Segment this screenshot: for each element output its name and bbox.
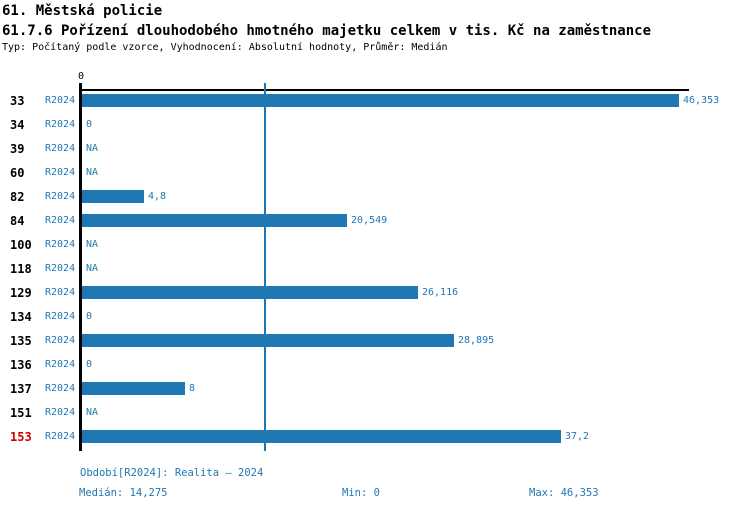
bar <box>82 190 144 203</box>
row-id-label: 135 <box>10 334 32 348</box>
bar-value-label: 0 <box>86 119 93 130</box>
row-period-label: R2024 <box>45 359 76 370</box>
bar-value-label: 4,8 <box>148 191 167 202</box>
bar-value-label: 46,353 <box>683 95 720 106</box>
row-period-label: R2024 <box>45 383 76 394</box>
row-id-label: 153 <box>10 430 32 444</box>
bar-value-label: NA <box>86 239 99 250</box>
y-axis-line <box>79 83 82 451</box>
row-id-label: 60 <box>10 166 25 180</box>
row-period-label: R2024 <box>45 191 76 202</box>
row-period-label: R2024 <box>45 215 76 226</box>
row-id-label: 134 <box>10 310 32 324</box>
row-period-label: R2024 <box>45 239 76 250</box>
row-id-label: 129 <box>10 286 32 300</box>
bar-value-label: NA <box>86 143 99 154</box>
row-period-label: R2024 <box>45 119 76 130</box>
row-period-label: R2024 <box>45 431 76 442</box>
row-period-label: R2024 <box>45 311 76 322</box>
row-period-label: R2024 <box>45 407 76 418</box>
bar <box>82 286 418 299</box>
row-period-label: R2024 <box>45 167 76 178</box>
report-meta-line: Typ: Počítaný podle vzorce, Vyhodnocení:… <box>2 42 448 53</box>
bar-value-label: NA <box>86 407 99 418</box>
row-id-label: 39 <box>10 142 25 156</box>
bar-value-label: 8 <box>189 383 196 394</box>
report-subtitle: 61.7.6 Pořízení dlouhodobého hmotného ma… <box>2 23 652 39</box>
row-period-label: R2024 <box>45 287 76 298</box>
bar <box>82 430 561 443</box>
bar-value-label: NA <box>86 167 99 178</box>
row-period-label: R2024 <box>45 335 76 346</box>
bar <box>82 94 679 107</box>
bar <box>82 214 347 227</box>
row-id-label: 118 <box>10 262 32 276</box>
row-id-label: 33 <box>10 94 25 108</box>
row-id-label: 151 <box>10 406 32 420</box>
row-id-label: 34 <box>10 118 25 132</box>
row-period-label: R2024 <box>45 143 76 154</box>
row-id-label: 82 <box>10 190 25 204</box>
row-id-label: 137 <box>10 382 32 396</box>
footer-period-note: Období[R2024]: Realita – 2024 <box>80 467 264 479</box>
bar <box>82 382 185 395</box>
row-period-label: R2024 <box>45 95 76 106</box>
row-id-label: 100 <box>10 238 32 252</box>
row-id-label: 84 <box>10 214 25 228</box>
bar-value-label: 20,549 <box>351 215 388 226</box>
bar-value-label: NA <box>86 263 99 274</box>
footer-min-stat: Min: 0 <box>342 487 380 499</box>
x-axis-tick-label: 0 <box>77 71 85 82</box>
footer-median-stat: Medián: 14,275 <box>79 487 168 499</box>
bar <box>82 334 454 347</box>
bar-value-label: 26,116 <box>422 287 459 298</box>
footer-max-stat: Max: 46,353 <box>529 487 599 499</box>
x-axis-line <box>81 89 689 91</box>
bar-value-label: 0 <box>86 359 93 370</box>
report-title: 61. Městská policie <box>2 3 163 19</box>
row-id-label: 136 <box>10 358 32 372</box>
bar-value-label: 28,895 <box>458 335 495 346</box>
row-period-label: R2024 <box>45 263 76 274</box>
median-line <box>263 83 266 451</box>
bar-value-label: 0 <box>86 311 93 322</box>
bar-value-label: 37,2 <box>565 431 590 442</box>
